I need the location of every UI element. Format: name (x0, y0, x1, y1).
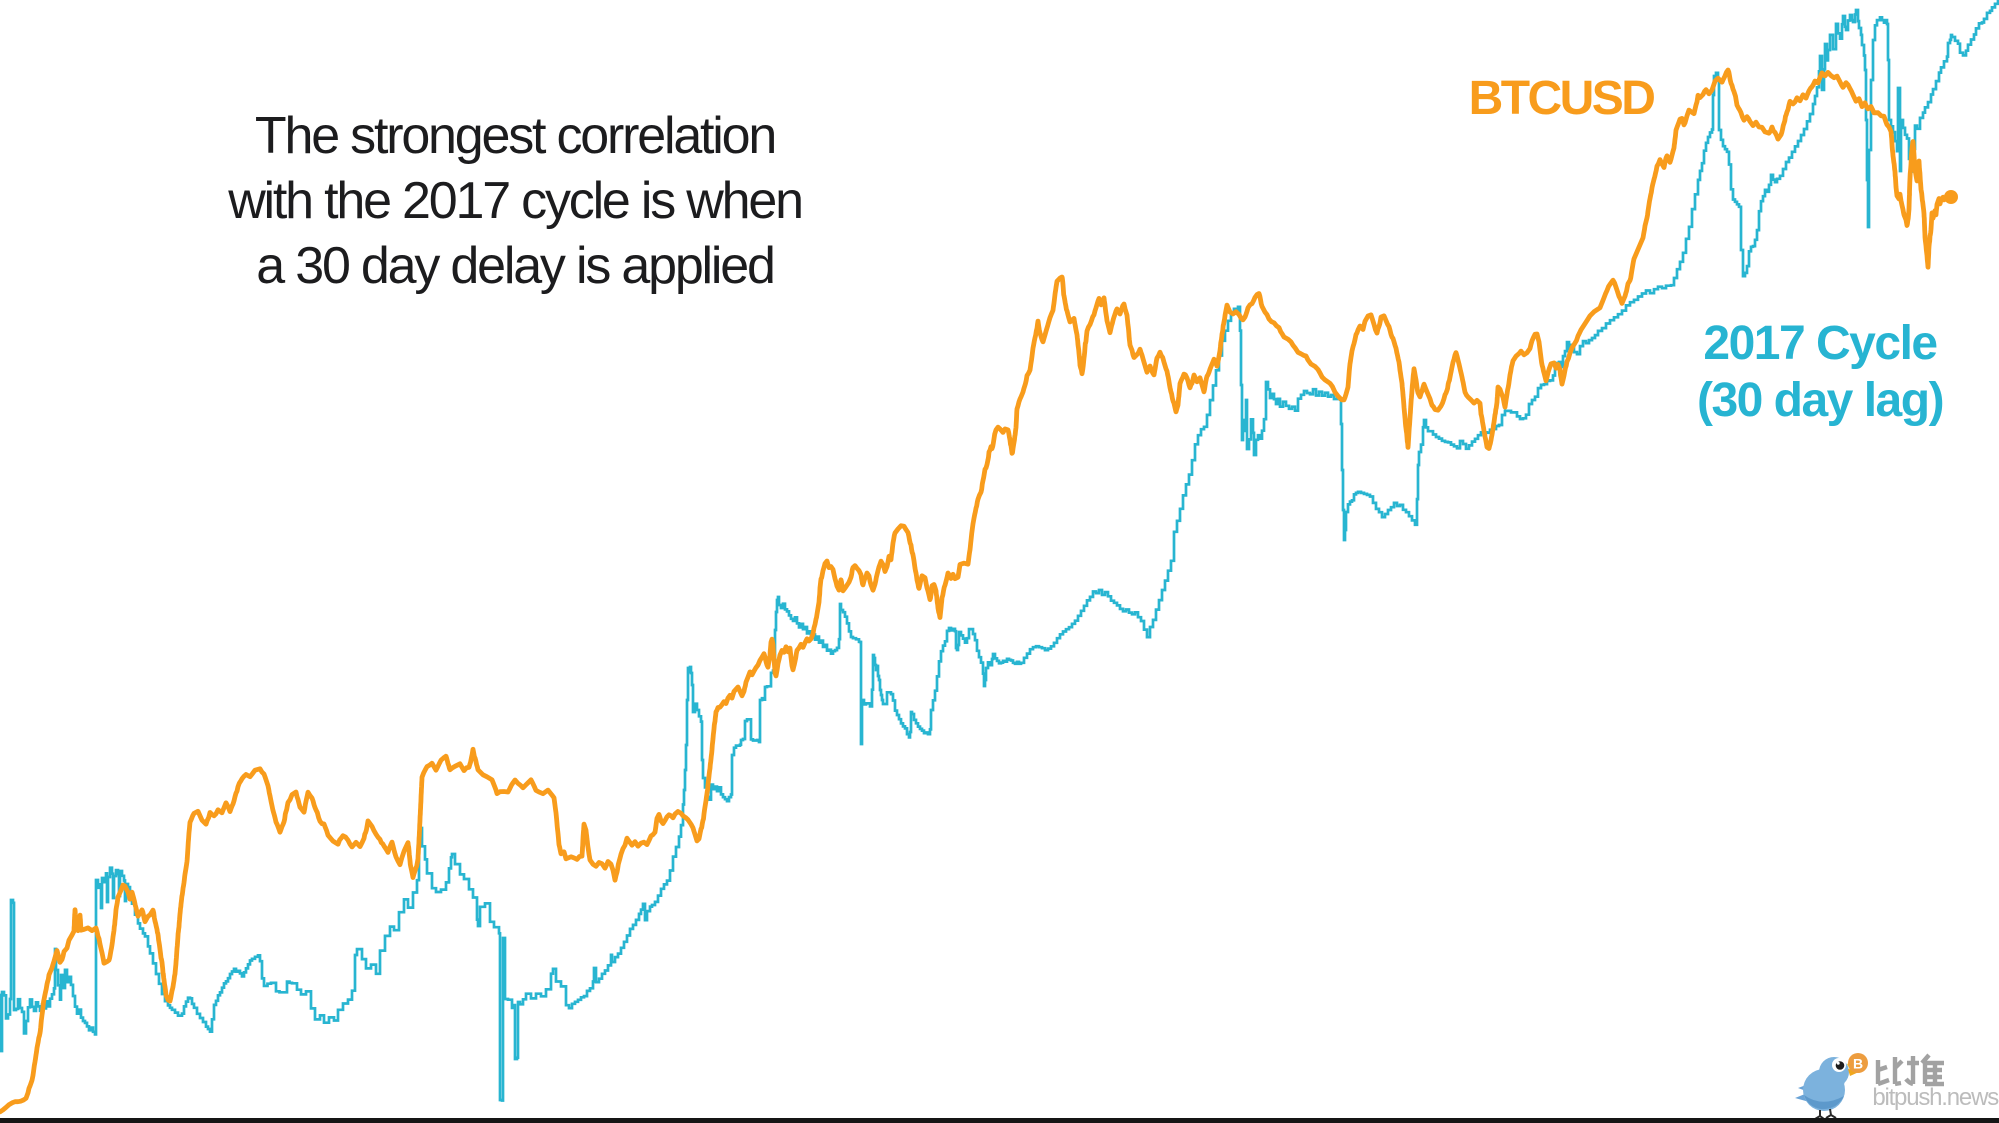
svg-text:B: B (1853, 1056, 1863, 1072)
